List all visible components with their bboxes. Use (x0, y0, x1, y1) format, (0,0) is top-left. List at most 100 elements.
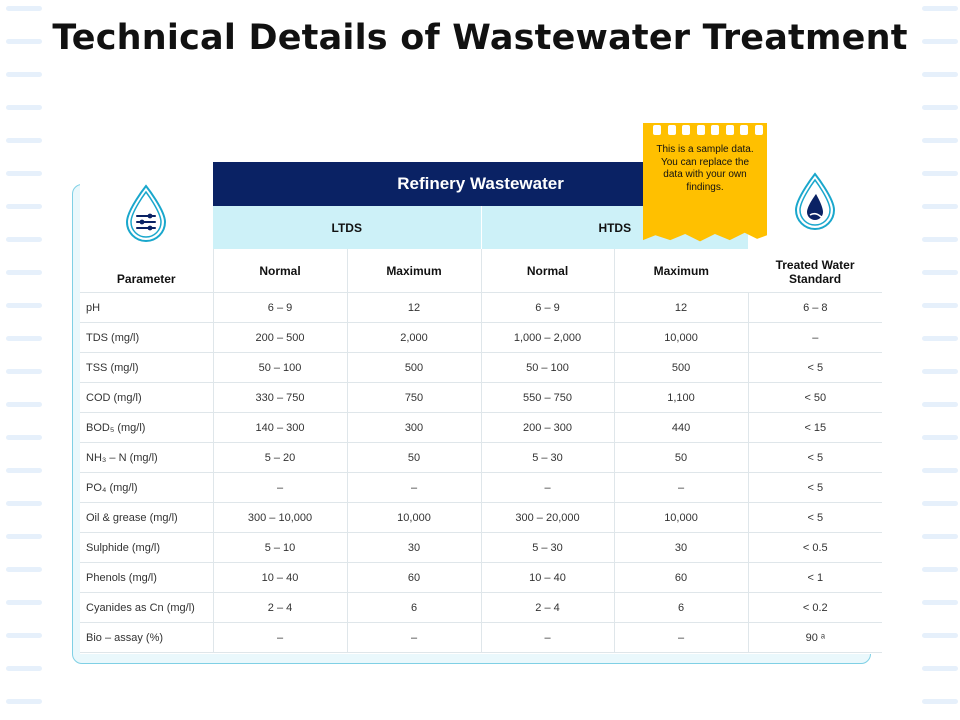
treated-water-header-cell: Treated Water Standard (748, 162, 883, 293)
table-cell-param: TSS (mg/l) (80, 352, 213, 383)
decor-dash (922, 6, 958, 11)
table-cell-htds-normal: 200 – 300 (480, 412, 614, 443)
table-cell-param: TDS (mg/l) (80, 322, 213, 353)
table-cell-htds-normal: 6 – 9 (480, 292, 614, 323)
table-cell-htds-normal: 550 – 750 (480, 382, 614, 413)
decor-dash (922, 468, 958, 473)
sticky-note-holes (647, 123, 767, 137)
decor-dash (6, 237, 42, 242)
table-cell-ltds-max: 60 (346, 562, 481, 593)
table-cell-std: < 15 (747, 412, 883, 443)
table-row: NH₃ – N (mg/l) 5 – 20 50 5 – 30 50 < 5 (80, 442, 883, 473)
table-cell-param: Bio – assay (%) (80, 622, 213, 653)
table-cell-htds-normal: 2 – 4 (480, 592, 614, 623)
decor-dash (6, 699, 42, 704)
decor-dash (922, 402, 958, 407)
table-row: Bio – assay (%) – – – –90 ᵃ (80, 622, 883, 653)
decor-dash (922, 138, 958, 143)
table-row: Phenols (mg/l) 10 – 40 60 10 – 40 60 < 1 (80, 562, 883, 593)
decor-dash (922, 171, 958, 176)
htds-maximum-header: Maximum (613, 249, 749, 293)
decor-dash (922, 600, 958, 605)
table-cell-ltds-normal: 300 – 10,000 (212, 502, 347, 533)
note-hole (711, 125, 719, 135)
note-hole (725, 125, 734, 135)
table-cell-htds-normal: 50 – 100 (480, 352, 614, 383)
table-cell-ltds-normal: 5 – 10 (212, 532, 347, 563)
decor-dash (6, 435, 42, 440)
decor-dash (6, 204, 42, 209)
decor-dash (6, 39, 42, 44)
table-cell-htds-normal: 5 – 30 (480, 532, 614, 563)
table-cell-htds-normal: – (480, 622, 614, 653)
treated-water-header: Treated Water Standard (775, 258, 855, 286)
table-cell-ltds-normal: 6 – 9 (212, 292, 347, 323)
decor-dash (922, 303, 958, 308)
decor-dash (922, 105, 958, 110)
decor-dash (6, 633, 42, 638)
table-cell-ltds-normal: – (212, 622, 347, 653)
table-cell-ltds-normal: 200 – 500 (212, 322, 347, 353)
note-hole (754, 125, 763, 135)
table-cell-htds-max: – (613, 622, 749, 653)
table-cell-std: < 5 (747, 442, 883, 473)
table-cell-htds-max: 60 (613, 562, 749, 593)
decor-dash (6, 6, 42, 11)
table-cell-htds-normal: 1,000 – 2,000 (480, 322, 614, 353)
decor-dash (922, 336, 958, 341)
decor-dash (922, 534, 958, 539)
table-cell-std: < 1 (747, 562, 883, 593)
table-cell-htds-max: – (613, 472, 749, 503)
table-cell-param: NH₃ – N (mg/l) (80, 442, 213, 473)
table-row: Oil & grease (mg/l) 300 – 10,000 10,000 300… (80, 502, 883, 533)
table-cell-ltds-max: 750 (346, 382, 481, 413)
decor-dash (6, 105, 42, 110)
table-cell-ltds-max: 300 (346, 412, 481, 443)
table-cell-htds-max: 10,000 (613, 502, 749, 533)
table-cell-std: < 0.2 (747, 592, 883, 623)
data-table: Parameter Refinery Wastewater Treated Wa… (80, 162, 883, 653)
ltds-maximum-header: Maximum (346, 249, 481, 293)
table-cell-htds-max: 12 (613, 292, 749, 323)
decor-dash (6, 600, 42, 605)
table-cell-ltds-max: 2,000 (346, 322, 481, 353)
parameter-header-cell: Parameter (80, 162, 213, 293)
table-cell-std: < 50 (747, 382, 883, 413)
note-hole (682, 125, 690, 135)
table-row: pH 6 – 9 12 6 – 9 12 6 – 8 (80, 292, 883, 323)
page-title: Technical Details of Wastewater Treatmen… (52, 18, 908, 58)
table-cell-ltds-max: 12 (346, 292, 481, 323)
table-cell-std: < 5 (747, 502, 883, 533)
decor-dash (6, 534, 42, 539)
table-cell-htds-max: 1,100 (613, 382, 749, 413)
note-hole (740, 125, 748, 135)
table-cell-std: < 5 (747, 472, 883, 503)
decor-dash (922, 567, 958, 572)
decor-dash (922, 72, 958, 77)
table-cell-ltds-normal: 50 – 100 (212, 352, 347, 383)
table-cell-ltds-max: 10,000 (346, 502, 481, 533)
water-drop-settings-icon (126, 184, 167, 242)
htds-normal-header: Normal (480, 249, 614, 293)
table-cell-param: Cyanides as Cn (mg/l) (80, 592, 213, 623)
table-cell-htds-max: 6 (613, 592, 749, 623)
decor-dash (922, 435, 958, 440)
water-drop-icon (795, 172, 836, 230)
left-decoration (0, 0, 44, 720)
decor-dash (922, 237, 958, 242)
decor-dash (6, 666, 42, 671)
decor-dash (922, 666, 958, 671)
right-decoration (916, 0, 960, 720)
decor-dash (922, 501, 958, 506)
ltds-header: LTDS (213, 206, 481, 249)
decor-dash (6, 171, 42, 176)
table-cell-ltds-max: – (346, 472, 481, 503)
sticky-note-text: This is a sample data. You can replace t… (656, 144, 754, 193)
sticky-note (643, 123, 767, 242)
table-cell-ltds-max: – (346, 622, 481, 653)
table-cell-htds-normal: 10 – 40 (480, 562, 614, 593)
table-row: Sulphide (mg/l) 5 – 10 30 5 – 30 30 < 0.5 (80, 532, 883, 563)
decor-dash (922, 270, 958, 275)
table-cell-ltds-normal: 2 – 4 (212, 592, 347, 623)
